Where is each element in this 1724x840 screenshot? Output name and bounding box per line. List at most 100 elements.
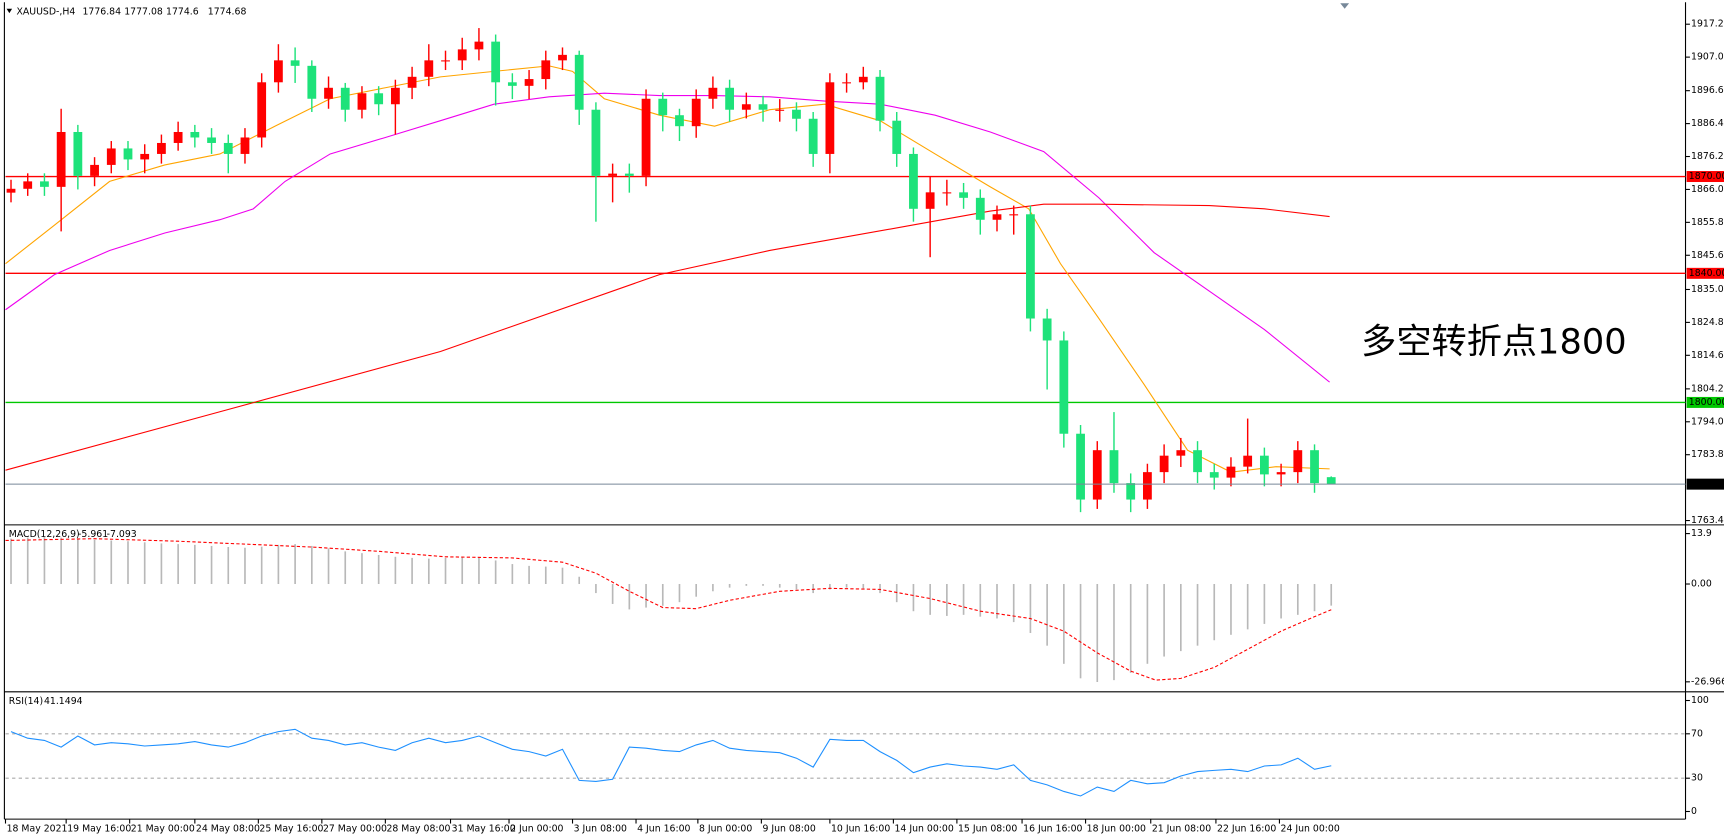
x-tick-label: 25 May 16:00	[259, 824, 323, 835]
candle-body	[591, 109, 601, 176]
candle-body	[808, 118, 818, 154]
candle-body	[792, 109, 801, 119]
x-tick-label: 21 May 00:00	[131, 824, 195, 835]
candle-body	[1026, 214, 1035, 319]
shift-marker	[1340, 3, 1350, 9]
y-tick-label: -26.966	[1691, 676, 1724, 687]
candle-body	[942, 192, 952, 194]
symbol-title: XAUUSD-,H4	[16, 7, 75, 18]
candle-body	[925, 192, 935, 209]
x-tick-label: 18 May 2021	[7, 824, 68, 835]
candle-body	[1076, 433, 1085, 500]
candle-body	[975, 197, 985, 220]
candle-body	[56, 131, 66, 187]
y-tick-label: 30	[1691, 773, 1703, 784]
candle-body	[959, 192, 968, 198]
candle-body	[909, 153, 918, 209]
candle-body	[140, 153, 150, 160]
candle-body	[675, 115, 684, 127]
y-tick-label: 1794.00	[1691, 416, 1724, 427]
y-tick-label: 1814.60	[1691, 350, 1724, 361]
candle-body	[1276, 472, 1286, 475]
candle-body	[1092, 450, 1102, 500]
candle-body	[775, 109, 785, 111]
high-price: 1777.08	[124, 7, 163, 18]
candle-body	[257, 82, 267, 138]
y-tick-label: 100	[1691, 695, 1709, 706]
x-tick-label: 24 Jun 00:00	[1281, 824, 1340, 835]
annotation: 多空转折点1800	[1361, 322, 1626, 363]
last-price-bg	[1686, 478, 1724, 490]
candle-body	[374, 93, 384, 105]
candle-body	[190, 131, 200, 138]
x-tick-label: 2 Jun 00:00	[510, 824, 563, 835]
candle-body	[90, 164, 99, 176]
x-tick-label: 9 Jun 08:00	[762, 824, 815, 835]
macd-title: MACD(12,26,9)	[9, 529, 80, 540]
candle-body	[892, 120, 902, 154]
candle-body	[1259, 455, 1269, 475]
moving-average	[5, 203, 1330, 471]
candle-body	[1176, 450, 1186, 456]
x-tick-label: 8 Jun 00:00	[699, 824, 752, 835]
x-tick-label: 31 May 16:00	[452, 824, 516, 835]
rsi-line	[10, 728, 1332, 797]
candle-body	[541, 60, 551, 80]
x-tick-label: 16 Jun 16:00	[1023, 824, 1082, 835]
y-tick-label: 1835.00	[1691, 284, 1724, 295]
candle-body	[1326, 477, 1336, 485]
candle-body	[524, 79, 534, 86]
y-tick-label: 70	[1691, 728, 1703, 739]
candle-body	[157, 142, 166, 154]
x-tick-label: 4 Jun 16:00	[637, 824, 690, 835]
candle-body	[1042, 318, 1052, 341]
candle-body	[858, 76, 868, 83]
level-label: 1800.00	[1689, 397, 1724, 408]
candle-body	[441, 60, 450, 62]
y-tick-label: 1917.20	[1691, 19, 1724, 30]
candle-body	[407, 76, 417, 88]
x-tick-label: 18 Jun 00:00	[1087, 824, 1146, 835]
candle-body	[1193, 450, 1202, 473]
menu-arrow	[6, 8, 13, 14]
candle-body	[507, 82, 517, 86]
x-tick-label: 10 Jun 16:00	[831, 824, 890, 835]
last-price-label: 1774.68	[1689, 479, 1724, 490]
signal-value: -7.093	[107, 529, 137, 540]
candle-body	[641, 98, 651, 176]
candle-body	[1143, 472, 1152, 500]
level-label-bg	[1686, 396, 1724, 408]
y-tick-label: 1824.80	[1691, 317, 1724, 328]
candle-body	[357, 93, 367, 110]
x-tick-label: 24 May 08:00	[196, 824, 260, 835]
x-tick-label: 3 Jun 08:00	[574, 824, 627, 835]
low-price: 1774.6	[166, 7, 199, 18]
y-tick-label: 1804.20	[1691, 383, 1724, 394]
candle-body	[390, 87, 400, 105]
y-tick-label: 1783.80	[1691, 449, 1724, 460]
candle-body	[457, 49, 467, 61]
level-label-bg	[1686, 171, 1724, 183]
candle-body	[842, 82, 851, 84]
candle-body	[73, 131, 83, 176]
candle-body	[1310, 450, 1319, 484]
candle-body	[173, 131, 183, 143]
candle-body	[1226, 466, 1236, 478]
candle-body	[491, 41, 501, 83]
candle-body	[725, 87, 735, 110]
x-tick-label: 28 May 08:00	[386, 824, 450, 835]
candle-body	[758, 104, 768, 110]
x-tick-label: 15 Jun 08:00	[958, 824, 1017, 835]
moving-average	[5, 92, 1330, 383]
x-tick-label: 22 Jun 16:00	[1217, 824, 1276, 835]
rsi-title: RSI(14)	[9, 696, 43, 707]
level-label: 1870.00	[1689, 171, 1724, 182]
candle-body	[1059, 340, 1069, 434]
frames	[3, 2, 1724, 820]
y-tick-label: 1886.40	[1691, 118, 1724, 129]
x-tick-label: 14 Jun 00:00	[894, 824, 953, 835]
candle-body	[741, 104, 751, 110]
y-tick-label: 0.00	[1691, 579, 1712, 590]
